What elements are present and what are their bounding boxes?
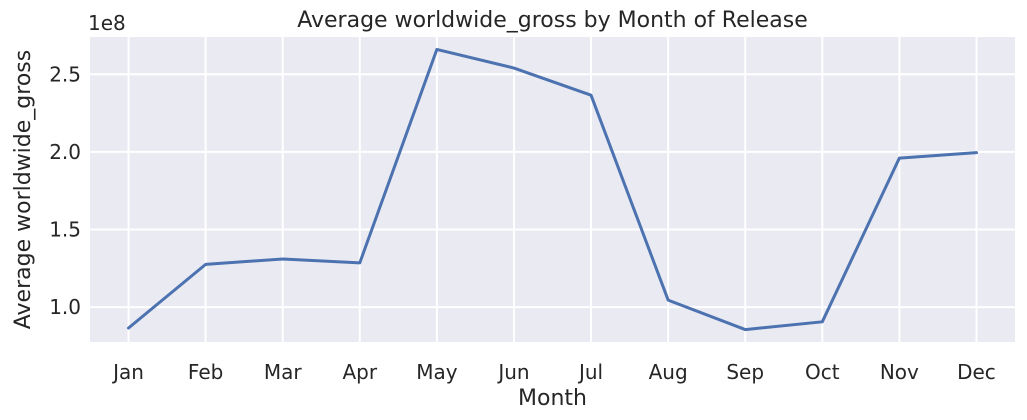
y-tick-labels: 1.0 1.5 2.0 2.5 xyxy=(49,62,81,319)
x-tick-label: May xyxy=(416,360,458,384)
x-tick-labels: Jan Feb Mar Apr May Jun Jul Aug Sep Oct Nov Dec xyxy=(111,360,996,384)
y-axis-title: Average worldwide_gross xyxy=(11,50,36,329)
x-tick-label: Aug xyxy=(649,360,688,384)
x-tick-label: Jun xyxy=(496,360,529,384)
y-tick-label: 2.0 xyxy=(49,140,81,164)
x-tick-label: Apr xyxy=(342,360,377,384)
plot-area xyxy=(90,37,1015,342)
x-tick-label: Sep xyxy=(726,360,764,384)
chart-title: Average worldwide_gross by Month of Rele… xyxy=(297,8,808,33)
grid-lines xyxy=(90,37,1015,342)
x-tick-label: Jul xyxy=(577,360,603,384)
x-tick-label: Mar xyxy=(264,360,303,384)
x-tick-label: Jan xyxy=(111,360,144,384)
y-tick-label: 1.5 xyxy=(49,217,81,241)
y-tick-label: 2.5 xyxy=(49,62,81,86)
x-tick-label: Nov xyxy=(880,360,919,384)
x-tick-label: Oct xyxy=(805,360,840,384)
x-tick-label: Dec xyxy=(957,360,996,384)
y-axis-offset-label: 1e8 xyxy=(88,11,126,35)
y-tick-label: 1.0 xyxy=(49,295,81,319)
series-layer xyxy=(127,47,978,332)
series-line xyxy=(127,47,978,332)
x-axis-title: Month xyxy=(518,386,587,411)
x-tick-label: Feb xyxy=(188,360,223,384)
